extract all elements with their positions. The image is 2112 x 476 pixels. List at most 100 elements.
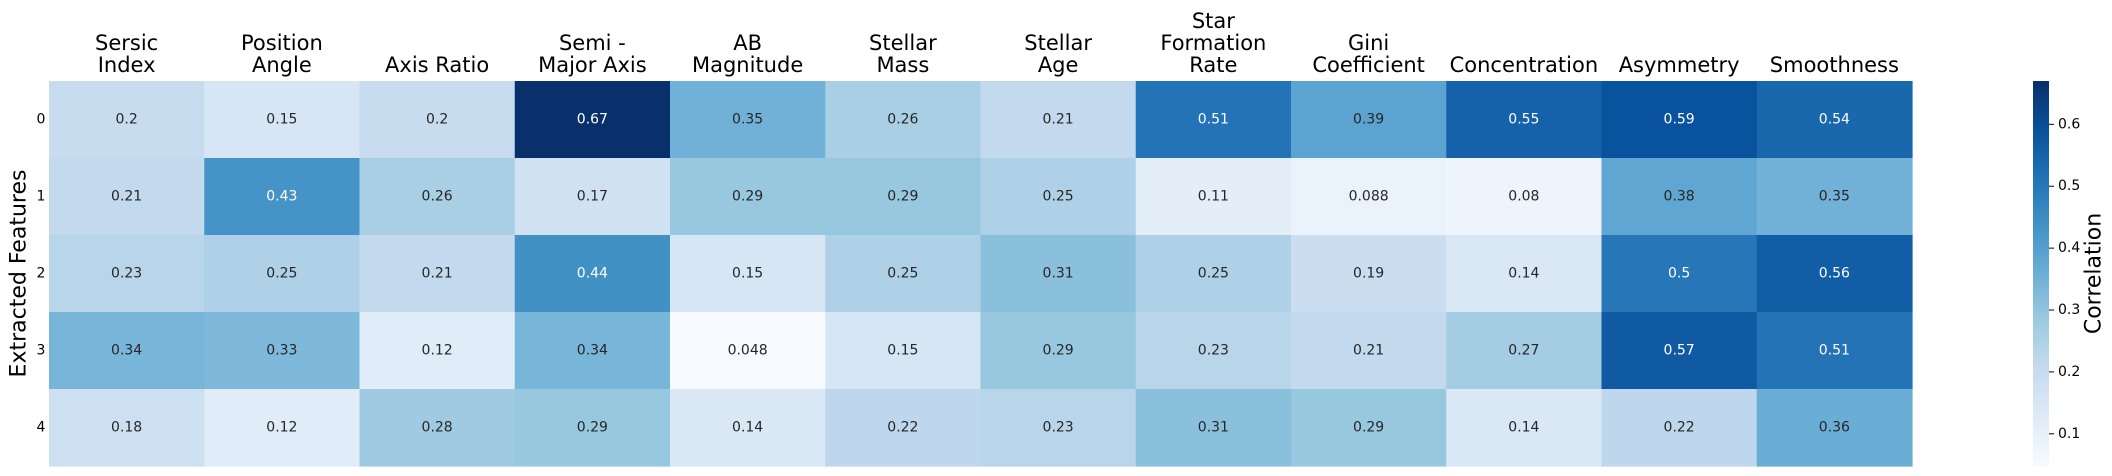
heatmap-cell: [825, 389, 982, 467]
row-tick-label: 1: [37, 189, 46, 205]
colorbar-label: Correlation: [2082, 213, 2107, 334]
heatmap-cell: [514, 158, 671, 236]
cell-value-label: 0.21: [422, 266, 453, 282]
cell-value-label: 0.15: [887, 343, 918, 359]
heatmap-cell: [1135, 158, 1292, 236]
heatmap-cell: [980, 389, 1137, 467]
cell-value-label: 0.25: [1198, 266, 1229, 282]
heatmap-cell: [980, 312, 1137, 390]
cell-value-label: 0.29: [577, 420, 608, 436]
cell-value-label: 0.25: [1043, 189, 1074, 205]
column-label: AB Magnitude: [692, 31, 803, 77]
cell-value-label: 0.23: [1198, 343, 1229, 359]
cell-value-label: 0.14: [732, 420, 763, 436]
column-label: Position Angle: [241, 31, 323, 77]
cell-value-label: 0.57: [1664, 343, 1695, 359]
row-tick-label: 0: [37, 112, 46, 128]
colorbar-tick-label: 0.1: [2058, 426, 2080, 442]
colorbar: 0.1 0.2 0.3 0.4 0.5 0.6: [2033, 81, 2080, 466]
heatmap-cell: [1601, 389, 1758, 467]
heatmap-cell: [825, 312, 982, 390]
cell-value-label: 0.43: [266, 189, 297, 205]
y-axis-label: Extracted Features: [7, 170, 32, 378]
cell-value-label: 0.15: [732, 266, 763, 282]
heatmap-cell: [1756, 158, 1913, 236]
heatmap-cell: [514, 312, 671, 390]
heatmap-cell: [1601, 312, 1758, 390]
cell-value-label: 0.67: [577, 112, 608, 128]
heatmap-cell: [670, 312, 826, 390]
cell-value-label: 0.38: [1664, 189, 1695, 205]
cell-value-label: 0.44: [577, 266, 608, 282]
heatmap-cell: [670, 81, 826, 159]
column-label: Axis Ratio: [385, 53, 489, 77]
heatmap-cell: [1135, 389, 1292, 467]
cell-value-label: 0.11: [1198, 189, 1229, 205]
heatmap-cell: [204, 312, 361, 390]
heatmap-cell: [825, 81, 982, 159]
heatmap-cell: [359, 389, 516, 467]
cell-value-label: 0.26: [422, 189, 453, 205]
row-tick-labels: 0 1 2 3 4: [37, 112, 46, 436]
heatmap-cell: [1756, 81, 1913, 159]
heatmap-cell: [1446, 81, 1603, 159]
heatmap-cell: [825, 158, 982, 236]
cell-value-label: 0.59: [1664, 112, 1695, 128]
heatmap-cell: [359, 235, 516, 313]
cell-value-label: 0.19: [1353, 266, 1384, 282]
heatmap-cell: [1446, 158, 1603, 236]
heatmap-cell: [670, 158, 826, 236]
cell-value-label: 0.29: [887, 189, 918, 205]
heatmap-cell: [49, 312, 205, 390]
cell-value-label: 0.33: [266, 343, 297, 359]
colorbar-tick-label: 0.2: [2058, 364, 2080, 380]
cell-value-label: 0.18: [111, 420, 142, 436]
column-label: Smoothness: [1770, 53, 1899, 77]
cell-value-label: 0.21: [111, 189, 142, 205]
heatmap-cell: [359, 312, 516, 390]
heatmap-cell: [1756, 389, 1913, 467]
heatmap-cell: [1291, 158, 1447, 236]
cell-value-label: 0.28: [422, 420, 453, 436]
cell-value-label: 0.14: [1508, 420, 1539, 436]
heatmap-cell: [1756, 235, 1913, 313]
heatmap-cell: [1601, 81, 1758, 159]
heatmap-cell: [514, 235, 671, 313]
cell-value-label: 0.34: [111, 343, 142, 359]
column-label: Stellar Mass: [869, 31, 937, 77]
cell-value-label: 0.2: [426, 112, 448, 128]
cell-value-label: 0.23: [111, 266, 142, 282]
column-label: Star Formation Rate: [1160, 9, 1266, 77]
column-label: Gini Coefficient: [1312, 31, 1425, 77]
heatmap-cell: [204, 158, 361, 236]
heatmap-cell: [1291, 235, 1447, 313]
colorbar-tick-label: 0.4: [2058, 240, 2080, 256]
cell-value-label: 0.51: [1819, 343, 1850, 359]
heatmap-cell: [1135, 81, 1292, 159]
cell-value-label: 0.22: [1664, 420, 1695, 436]
cell-value-label: 0.14: [1508, 266, 1539, 282]
cell-value-label: 0.23: [1043, 420, 1074, 436]
column-label: Semi -Major Axis: [538, 31, 647, 77]
heatmap-cell: [1756, 312, 1913, 390]
heatmap-cell: [825, 235, 982, 313]
cell-value-label: 0.39: [1353, 112, 1384, 128]
cell-value-label: 0.088: [1349, 189, 1389, 205]
colorbar-tick-label: 0.3: [2058, 302, 2080, 318]
heatmap-cell: [1446, 389, 1603, 467]
colorbar-tick-label: 0.6: [2058, 116, 2080, 132]
cell-value-label: 0.29: [1353, 420, 1384, 436]
column-label: Sersic Index: [95, 31, 158, 77]
column-label: Concentration: [1450, 53, 1599, 77]
heatmap-cell: [359, 81, 516, 159]
cell-value-label: 0.29: [732, 189, 763, 205]
heatmap-cell: [1291, 81, 1447, 159]
column-label: Stellar Age: [1024, 31, 1092, 77]
heatmap-cell: [1601, 235, 1758, 313]
cell-value-label: 0.26: [887, 112, 918, 128]
column-label: Asymmetry: [1619, 53, 1740, 77]
column-labels: Sersic Index Position Angle Axis Ratio Semi -…: [95, 9, 1899, 77]
cell-value-label: 0.25: [266, 266, 297, 282]
heatmap-cell: [980, 158, 1137, 236]
cell-value-label: 0.2: [115, 112, 137, 128]
